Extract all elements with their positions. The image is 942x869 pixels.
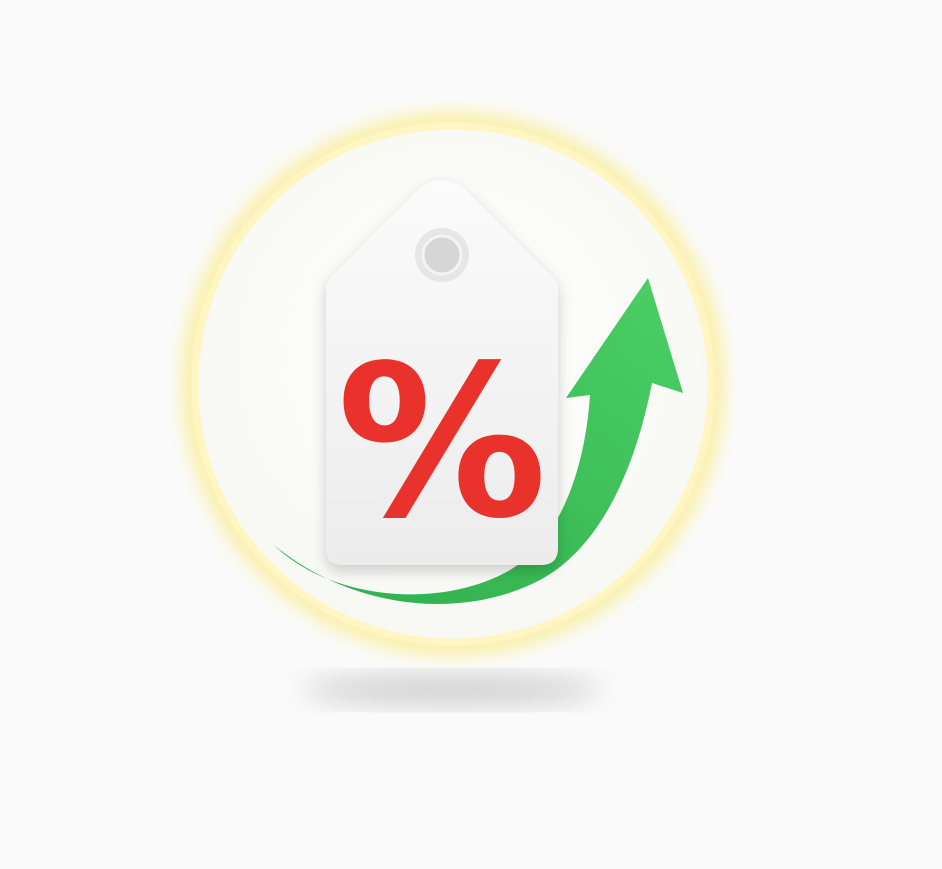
ground-shadow	[302, 676, 602, 704]
rising-arrow-icon	[274, 278, 683, 605]
price-tag-icon	[326, 180, 558, 565]
percent-symbol: %	[337, 320, 547, 565]
tag-hole-inner	[421, 234, 463, 276]
ring	[191, 122, 715, 646]
ring-glow	[183, 114, 723, 654]
